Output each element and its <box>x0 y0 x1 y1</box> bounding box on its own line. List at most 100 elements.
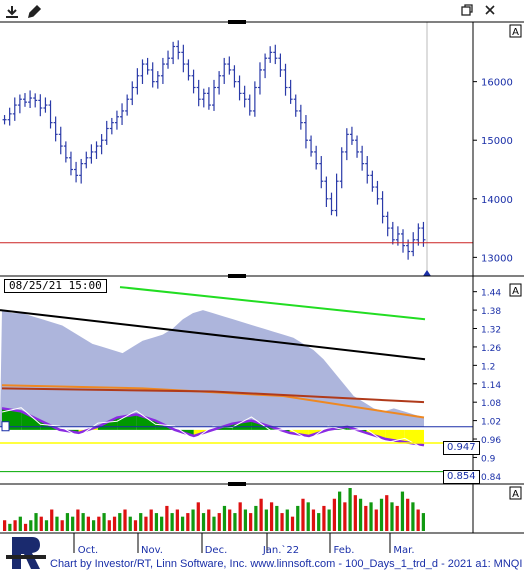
cycle-fill <box>136 414 156 430</box>
price-bar <box>33 93 38 108</box>
volume-bar <box>385 495 389 531</box>
price-bar <box>7 107 12 126</box>
price-bar <box>411 232 416 257</box>
volume-bar <box>217 513 221 531</box>
volume-bar <box>311 509 316 531</box>
price-bar <box>303 115 308 149</box>
price-bar <box>196 79 201 107</box>
download-icon[interactable] <box>2 2 22 22</box>
volume-bar <box>222 505 227 531</box>
price-bar <box>160 57 165 84</box>
volume-bar <box>406 498 410 531</box>
cycle-fill <box>21 411 41 430</box>
volume-bar <box>374 509 378 531</box>
scale-badge <box>509 283 522 297</box>
pencil-icon[interactable] <box>24 2 44 22</box>
price-bar <box>222 57 227 84</box>
indicator-tick-label: 0.9 <box>481 454 496 464</box>
indicator-pane <box>0 286 473 473</box>
volume-bar <box>196 502 200 531</box>
price-bar <box>365 156 370 184</box>
volume-bar <box>338 491 342 531</box>
price-bar <box>360 145 365 171</box>
scale-badge <box>509 24 522 38</box>
price-bar <box>293 94 298 117</box>
indicator-tick-label: 1.14 <box>481 381 501 391</box>
volume-bar <box>139 513 143 531</box>
volume-bar <box>353 495 357 531</box>
volume-bar <box>358 498 363 531</box>
price-bar <box>370 170 375 192</box>
x-tick-label: Mar. <box>393 545 414 556</box>
price-bar <box>79 158 84 184</box>
price-tick-label: 15000 <box>481 136 513 147</box>
price-bar <box>94 141 99 159</box>
volume-bar <box>81 513 85 531</box>
price-bar <box>176 40 181 60</box>
cycle-signal-line <box>1 407 425 450</box>
price-bar <box>114 110 119 130</box>
volume-bar <box>259 498 263 531</box>
indicator-tick-label: 1.08 <box>481 399 501 409</box>
restore-window-icon[interactable] <box>459 2 477 20</box>
volume-bar <box>201 513 206 531</box>
price-bar <box>309 135 314 157</box>
volume-bar <box>275 505 279 531</box>
price-bar <box>242 85 247 108</box>
price-bar <box>375 180 380 205</box>
date-label: 08/25/21 15:00 <box>4 279 107 293</box>
x-tick-label: Oct. <box>78 545 98 556</box>
price-bar <box>217 71 222 95</box>
volume-bar <box>13 520 17 531</box>
close-icon[interactable] <box>482 2 500 20</box>
price-bar <box>48 100 53 129</box>
price-bar <box>329 192 334 216</box>
x-tick-label: Nov. <box>141 545 163 556</box>
price-bar <box>314 145 319 170</box>
price-bar <box>120 103 125 125</box>
price-bar <box>155 71 160 89</box>
volume-bar <box>238 502 242 531</box>
price-bar <box>283 63 288 96</box>
indicator-tick-label: 1.26 <box>481 344 501 354</box>
price-bar <box>324 176 329 207</box>
price-bar <box>298 104 303 130</box>
volume-bar <box>264 509 268 531</box>
price-bar <box>43 97 48 113</box>
volume-bar <box>290 516 295 531</box>
price-bar <box>181 44 186 73</box>
volume-bar <box>44 520 49 531</box>
volume-bar <box>23 523 28 531</box>
indicator-tick-label: 1.2 <box>481 362 495 372</box>
price-bar <box>186 59 191 81</box>
volume-bar <box>8 523 12 531</box>
volume-bar <box>296 505 300 531</box>
volume-bar <box>3 520 7 531</box>
volume-bar <box>97 516 101 531</box>
footer-credit: Chart by Investor/RT, Linn Software, Inc… <box>50 558 523 570</box>
price-bar <box>53 116 58 142</box>
price-bar <box>109 117 114 135</box>
price-bar <box>191 69 196 94</box>
x-tick-label: Dec. <box>205 545 228 556</box>
volume-bar <box>243 509 248 531</box>
price-bar <box>257 62 262 95</box>
volume-bar <box>175 509 179 531</box>
volume-bar <box>112 516 117 531</box>
price-bar <box>58 126 63 155</box>
green-trend-line <box>119 286 426 321</box>
price-bar <box>385 211 390 237</box>
volume-bar <box>228 509 232 531</box>
volume-bar <box>50 509 54 531</box>
price-bar <box>130 81 135 106</box>
price-bar <box>84 151 89 169</box>
scale-badge <box>509 486 522 500</box>
volume-bar <box>249 513 253 531</box>
volume-bar <box>71 516 75 531</box>
indicator-tick-label: 1.38 <box>481 307 501 317</box>
splitter-handle <box>228 482 246 486</box>
price-bar <box>401 229 406 253</box>
volume-bar <box>301 498 305 531</box>
price-bar <box>12 97 17 121</box>
volume-bar <box>233 513 237 531</box>
